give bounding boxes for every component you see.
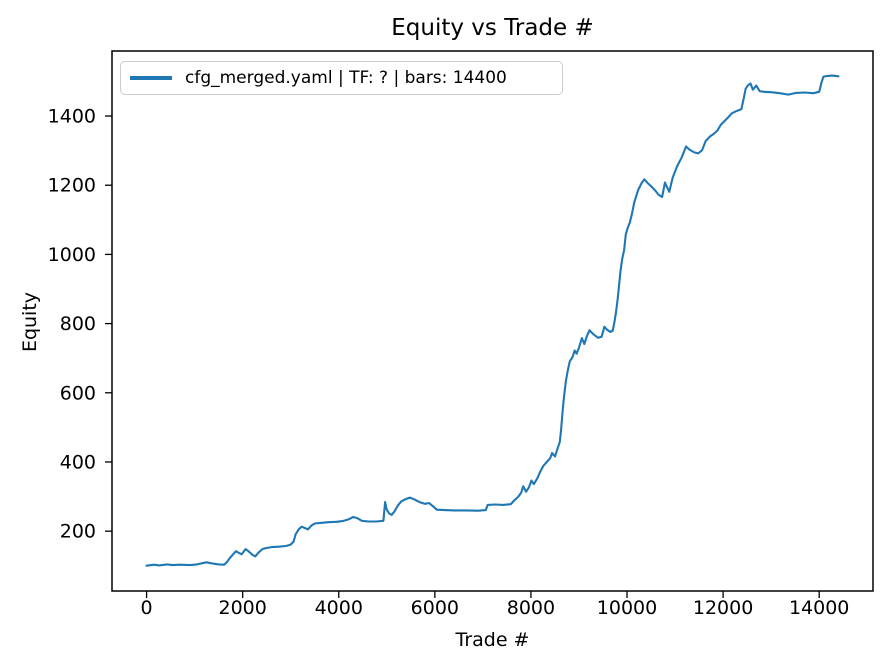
x-tick-label: 12000	[693, 597, 753, 619]
chart-title: Equity vs Trade #	[391, 15, 594, 41]
equity-curve	[145, 74, 840, 567]
x-tick-label: 8000	[507, 597, 555, 619]
y-tick-label: 400	[60, 451, 96, 473]
y-axis-label: Equity	[19, 291, 41, 353]
legend: cfg_merged.yaml | TF: ? | bars: 14400	[120, 61, 563, 95]
plot-frame	[111, 50, 874, 592]
legend-label: cfg_merged.yaml | TF: ? | bars: 14400	[185, 68, 507, 88]
y-tick-label: 800	[60, 313, 96, 335]
x-tick-label: 0	[141, 597, 153, 619]
y-tick-label: 1200	[48, 175, 96, 197]
x-tick-label: 2000	[218, 597, 266, 619]
y-tick-label: 200	[60, 521, 96, 543]
x-tick-label: 14000	[789, 597, 849, 619]
x-tick-label: 4000	[315, 597, 363, 619]
x-axis-label: Trade #	[455, 629, 530, 651]
y-tick-label: 600	[60, 382, 96, 404]
x-tick-label: 10000	[597, 597, 657, 619]
y-tick-label: 1400	[48, 106, 96, 128]
x-tick-label: 6000	[411, 597, 459, 619]
legend-line-swatch	[130, 76, 172, 80]
y-tick-label: 1000	[48, 244, 96, 266]
